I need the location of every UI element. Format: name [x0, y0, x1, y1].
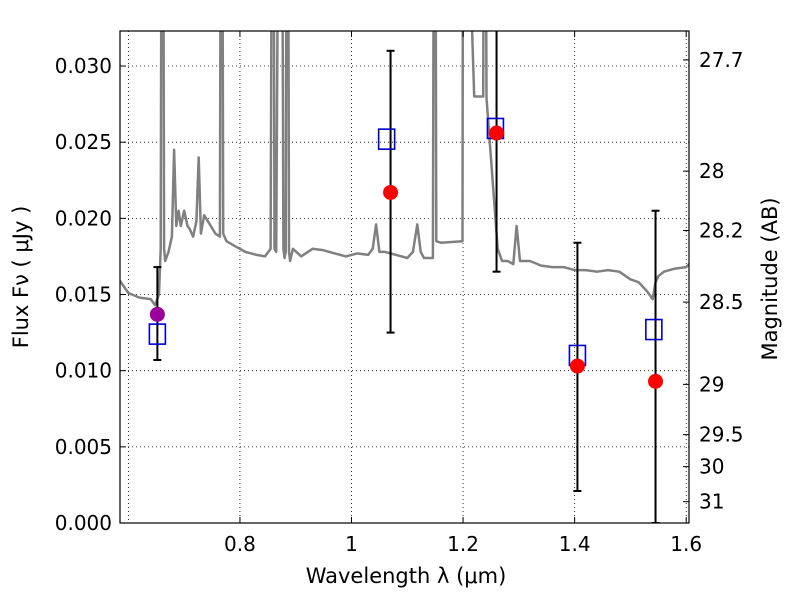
y-tick-label: 0.010: [55, 359, 112, 383]
model-point: [645, 318, 663, 341]
x-tick-label: 0.8: [224, 532, 256, 556]
observed-point: [383, 184, 399, 200]
plot-frame: [119, 30, 690, 524]
y-tick-label: 0.005: [55, 435, 112, 459]
observed-point: [569, 358, 585, 374]
model-point: [148, 323, 167, 345]
y-axis-label: Flux Fν ( μJy ): [9, 206, 33, 349]
plot-area: [120, 31, 689, 523]
right-tick-label: 28.5: [699, 290, 744, 314]
y-tick-label: 0.030: [55, 54, 112, 78]
right-axis-label: Magnitude (AB): [758, 197, 782, 360]
axes: 0.8 1 1.2 1.4 1.6 0.000 0.005 0.010 0.015 0.020 0.…: [55, 31, 744, 556]
x-tick-label: 1: [345, 532, 358, 556]
right-tick-label: 27.7: [699, 48, 744, 72]
x-tick-label: 1.2: [447, 532, 479, 556]
model-point: [377, 128, 396, 150]
right-tick-label: 29.5: [699, 423, 744, 447]
right-tick-label: 30: [699, 455, 724, 479]
x-axis-label: Wavelength λ (μm): [306, 564, 507, 588]
optical-point: [149, 306, 165, 322]
observed-point: [489, 125, 505, 141]
right-tick-label: 28: [699, 159, 724, 183]
x-tick-label: 1.6: [670, 532, 702, 556]
observed-point: [648, 373, 664, 389]
right-tick-label: 28.2: [699, 219, 744, 243]
y-tick-label: 0.000: [55, 511, 112, 535]
spectrum-line: [120, 31, 689, 307]
y-tick-label: 0.020: [55, 206, 112, 230]
x-tick-label: 1.4: [559, 532, 591, 556]
plot: [120, 31, 689, 523]
y-tick-label: 0.025: [55, 130, 112, 154]
right-tick-label: 29: [699, 372, 724, 396]
grid: [120, 31, 689, 523]
right-tick-label: 31: [699, 490, 724, 514]
y-tick-label: 0.015: [55, 283, 112, 307]
